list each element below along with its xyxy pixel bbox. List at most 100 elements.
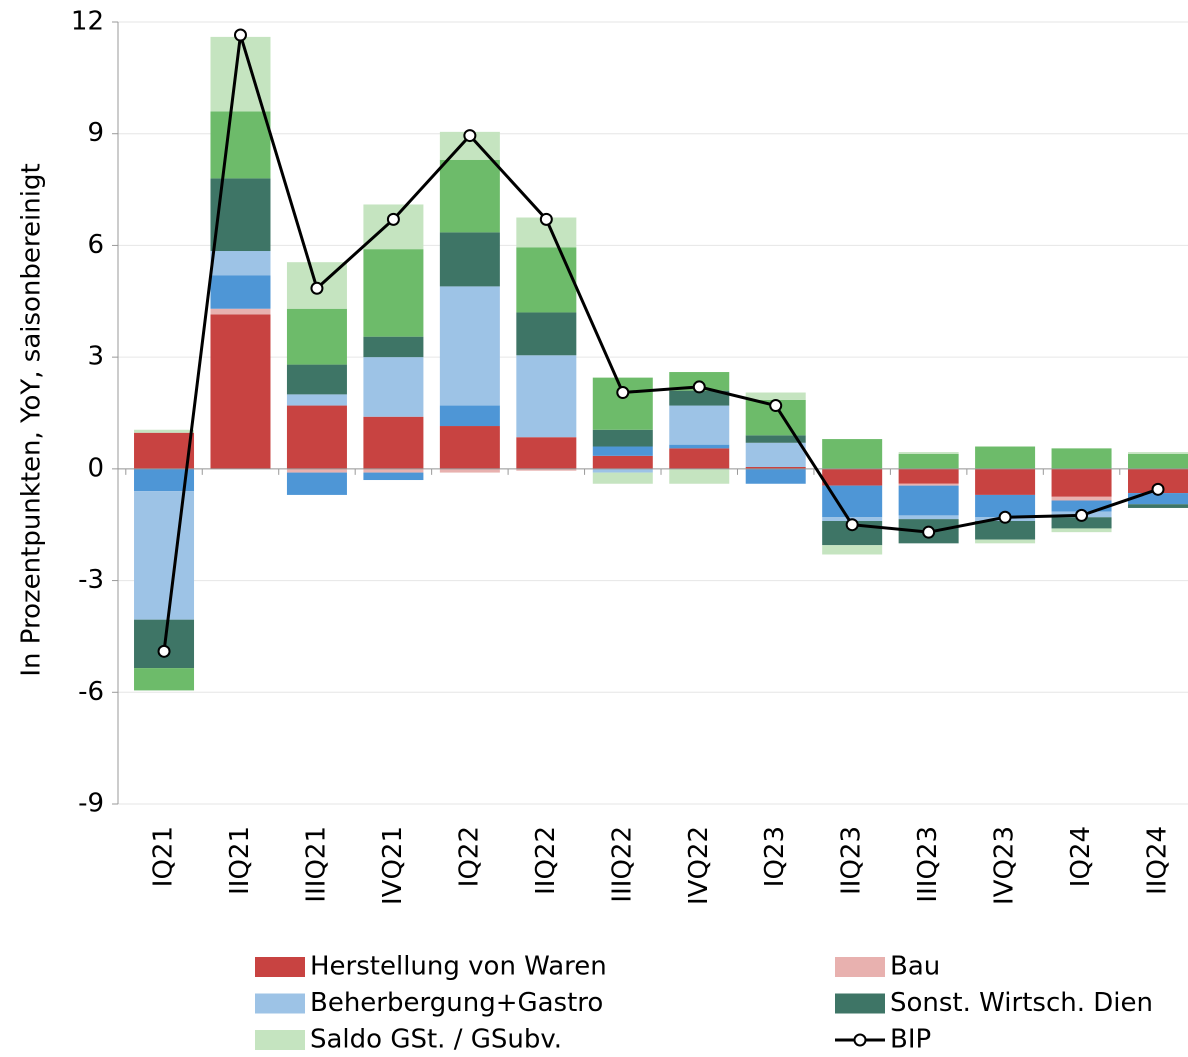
bar-segment — [286, 468, 347, 473]
bar-segment — [898, 515, 959, 520]
line-marker — [539, 212, 553, 226]
legend-swatch — [255, 993, 305, 1014]
bar-segment — [669, 444, 730, 449]
bar-segment — [898, 453, 959, 469]
line-marker — [922, 525, 936, 539]
bar-segment — [363, 336, 424, 358]
y-axis-label: In Prozentpunkten, YoY, saisonbereinigt — [17, 163, 47, 676]
y-tick-label: 9 — [87, 118, 104, 148]
bar-segment — [210, 275, 271, 309]
y-tick-label: 12 — [71, 7, 104, 37]
x-tick-label: IIQ21 — [225, 826, 255, 895]
bar-segment — [822, 468, 883, 486]
y-tick-label: 0 — [87, 453, 104, 483]
legend-swatch — [835, 993, 885, 1014]
bar-segment — [516, 312, 577, 356]
bar-segment — [975, 494, 1036, 518]
bar-segment — [975, 446, 1036, 469]
x-tick-label: IIQ23 — [837, 826, 867, 895]
x-tick-label: IVQ23 — [990, 826, 1020, 905]
bar-segment — [1051, 448, 1112, 469]
line-marker — [769, 399, 783, 413]
x-tick-label: IIIQ22 — [607, 826, 637, 903]
bar-segment — [439, 405, 500, 427]
x-tick-label: IQ23 — [760, 826, 790, 887]
bar-segment — [1128, 493, 1188, 505]
bar-segment — [592, 468, 653, 473]
bar-segment — [975, 468, 1036, 495]
bar-segment — [286, 405, 347, 469]
bar-segment — [592, 377, 653, 430]
bar-segment — [286, 308, 347, 365]
legend-marker — [853, 1033, 867, 1047]
bar-segment — [439, 286, 500, 406]
x-tick-label: IQ22 — [454, 826, 484, 887]
line-marker — [616, 386, 630, 400]
line-marker — [692, 380, 706, 394]
legend-label: BIP — [890, 1025, 931, 1055]
legend-swatch — [255, 957, 305, 977]
legend-swatch — [835, 957, 885, 977]
bar-segment — [898, 452, 959, 454]
bar-segment — [210, 111, 271, 179]
bar-segment — [669, 405, 730, 445]
line-marker — [386, 212, 400, 226]
bar-segment — [745, 442, 806, 467]
bar-segment — [516, 355, 577, 438]
x-tick-label: IIIQ21 — [301, 826, 331, 903]
bar-segment — [1051, 496, 1112, 501]
bar-segment — [898, 483, 959, 486]
bar-segment — [134, 429, 195, 433]
bar-segment — [669, 390, 730, 406]
line-marker — [845, 518, 859, 532]
bar-segment — [286, 364, 347, 395]
bar-segment — [592, 429, 653, 447]
bar-segment — [439, 468, 500, 473]
line-marker — [998, 510, 1012, 524]
bar-segment — [363, 357, 424, 417]
bar-segment — [286, 472, 347, 495]
legend-swatch — [255, 1030, 305, 1050]
bar-segment — [592, 455, 653, 469]
x-tick-label: IVQ22 — [684, 826, 714, 905]
bar-segment — [210, 314, 271, 469]
legend-label: Beherbergung+Gastro — [310, 988, 603, 1018]
bar-segment — [822, 545, 883, 555]
bar-segment — [363, 204, 424, 250]
bar-segment — [1051, 517, 1112, 529]
bar-segment — [134, 468, 195, 492]
bar-segment — [745, 435, 806, 443]
bar-segment — [1128, 504, 1188, 508]
bar-segment — [439, 426, 500, 469]
line-marker — [463, 129, 477, 143]
x-tick-label: IIQ24 — [1143, 826, 1173, 895]
bar-segment — [592, 472, 653, 484]
x-tick-label: IIQ22 — [531, 826, 561, 895]
y-tick-label: 6 — [87, 230, 104, 260]
line-marker — [157, 644, 171, 658]
bar-segment — [1128, 452, 1188, 454]
bar-segment — [134, 668, 195, 691]
bar-segment — [134, 432, 195, 469]
bar-segment — [898, 485, 959, 516]
bar-segment — [669, 448, 730, 469]
bar-segment — [439, 232, 500, 287]
legend-label: Sonst. Wirtsch. Dien — [890, 988, 1153, 1018]
bar-segment — [363, 472, 424, 481]
bar-segment — [1051, 528, 1112, 533]
bar-segment — [439, 159, 500, 233]
bar-segment — [745, 392, 806, 400]
bar-segment — [745, 468, 806, 484]
legend-label: Herstellung von Waren — [310, 952, 607, 982]
y-tick-label: -6 — [78, 677, 104, 707]
legend-label: Bau — [890, 952, 940, 982]
line-marker — [1075, 508, 1089, 522]
y-tick-label: -3 — [78, 565, 104, 595]
bar-segment — [516, 247, 577, 313]
bar-segment — [1051, 468, 1112, 497]
x-tick-label: IVQ21 — [378, 826, 408, 905]
line-marker — [1151, 482, 1165, 496]
bar-segment — [745, 466, 806, 469]
bar-segment — [363, 416, 424, 469]
